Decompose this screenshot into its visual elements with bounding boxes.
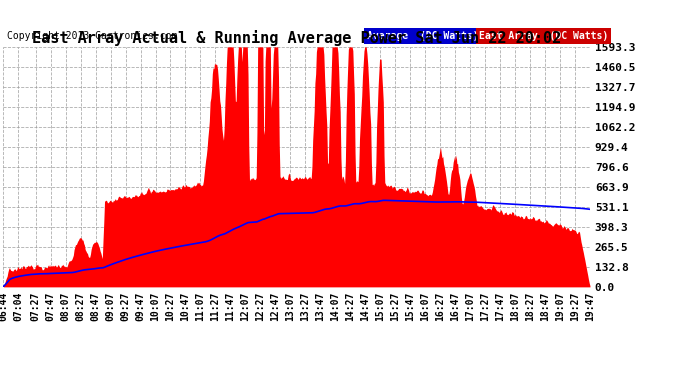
Title: East Array Actual & Running Average Power Sat Jun 22 20:02: East Array Actual & Running Average Powe… xyxy=(32,30,562,46)
Text: East Array  (DC Watts): East Array (DC Watts) xyxy=(478,31,608,41)
Text: Copyright 2013 Cartronics.com: Copyright 2013 Cartronics.com xyxy=(7,32,177,41)
Text: Average  (DC Watts): Average (DC Watts) xyxy=(367,31,479,41)
